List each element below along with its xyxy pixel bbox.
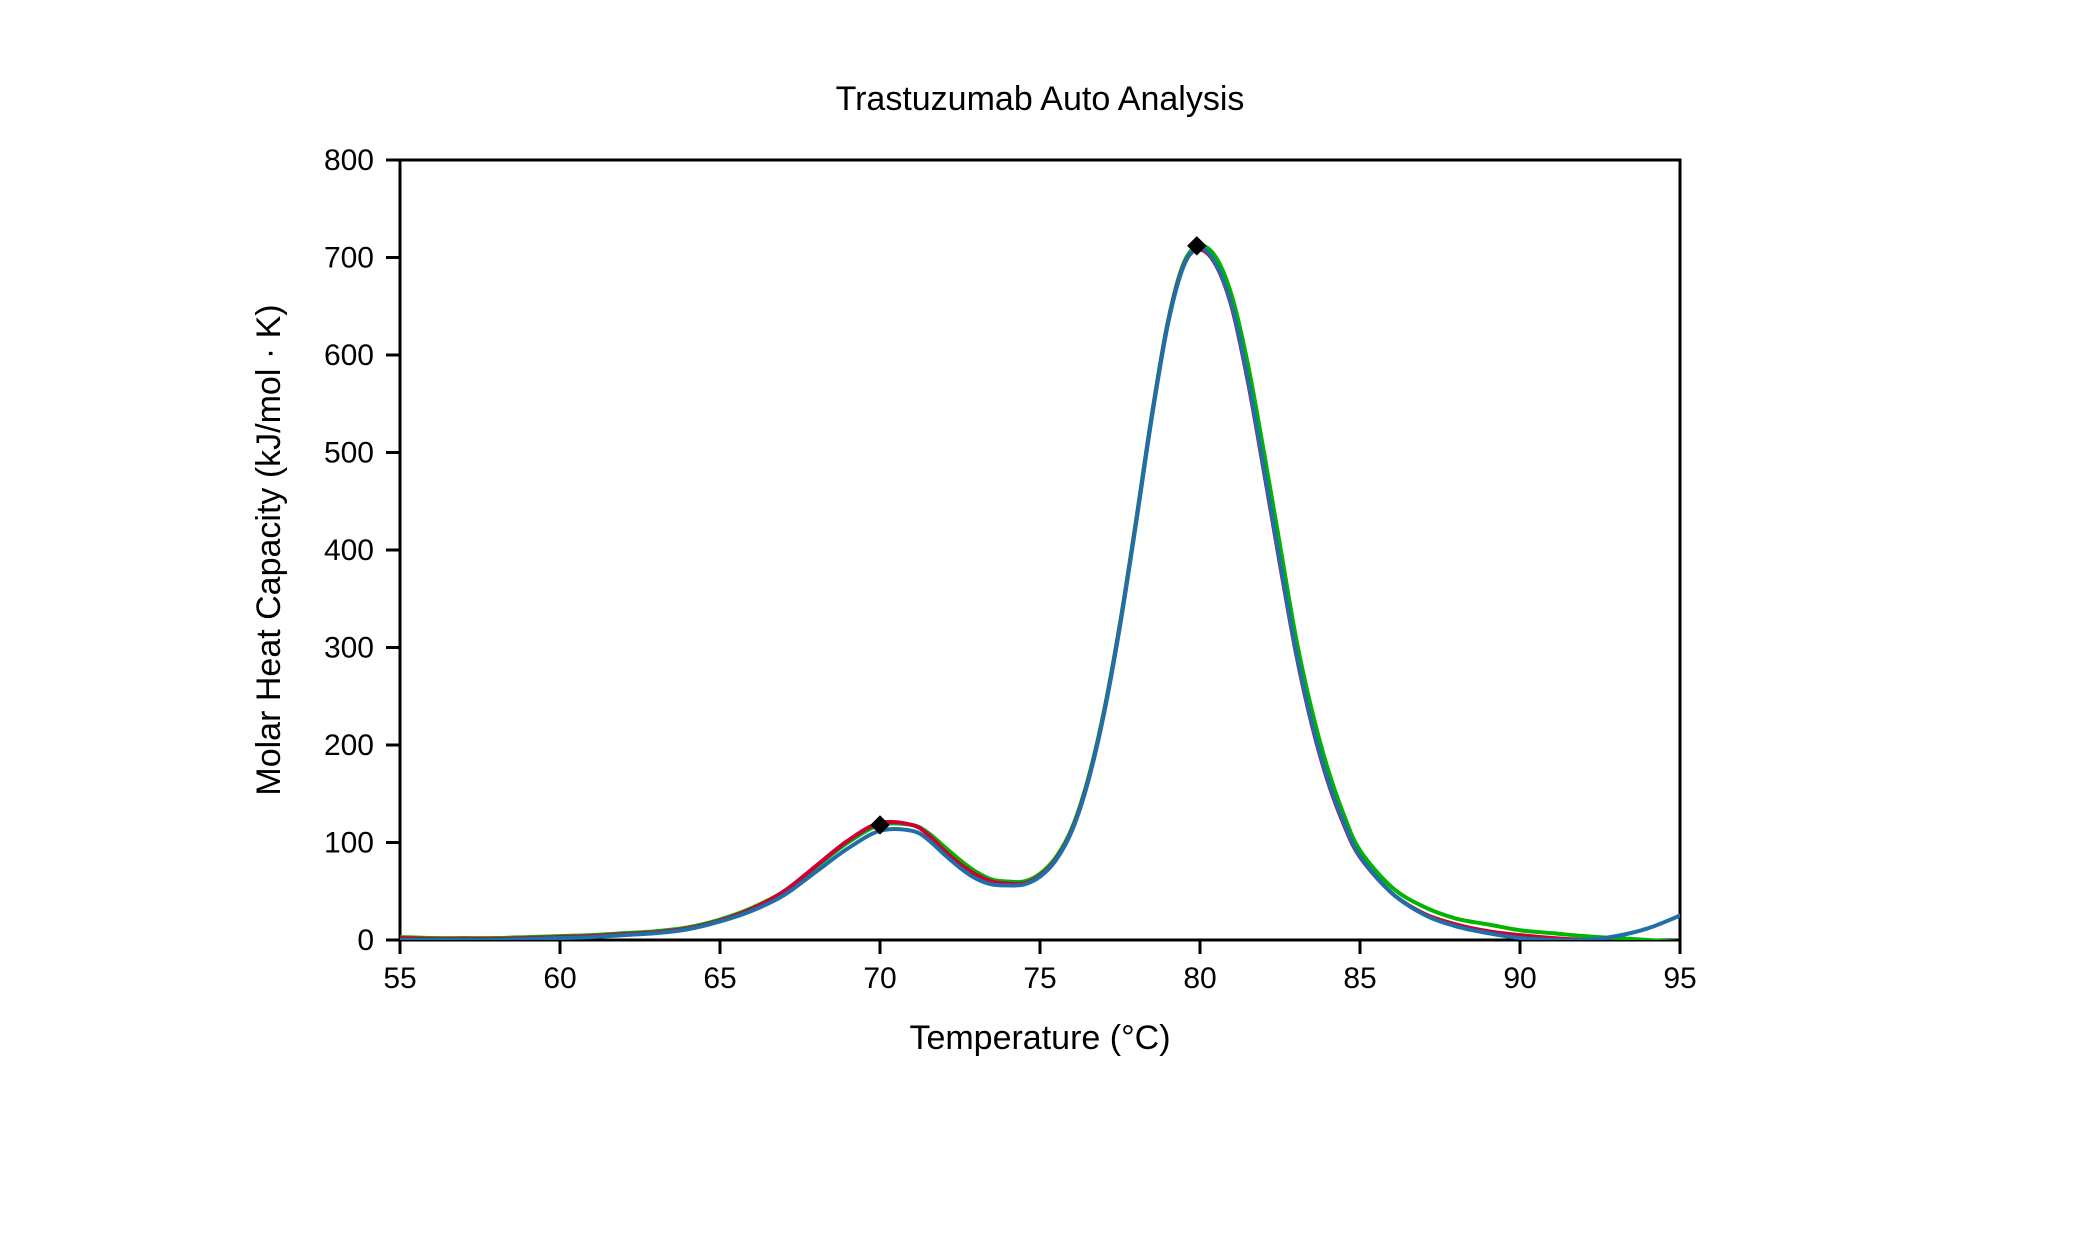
- chart-background: [0, 0, 2084, 1250]
- y-tick-label: 200: [324, 729, 374, 762]
- x-tick-label: 90: [1503, 962, 1536, 995]
- dsc-thermogram-chart: Trastuzumab Auto Analysis 55 60 65 70 75 80 85 9…: [0, 0, 2084, 1250]
- y-tick-label: 500: [324, 437, 374, 470]
- y-tick-label: 800: [324, 144, 374, 177]
- x-tick-label: 80: [1183, 962, 1216, 995]
- chart-title: Trastuzumab Auto Analysis: [836, 80, 1245, 118]
- y-tick-label: 100: [324, 827, 374, 860]
- x-tick-label: 95: [1663, 962, 1696, 995]
- x-tick-label: 75: [1023, 962, 1056, 995]
- y-tick-label: 400: [324, 534, 374, 567]
- y-tick-label: 700: [324, 242, 374, 275]
- x-tick-label: 85: [1343, 962, 1376, 995]
- y-tick-label: 300: [324, 632, 374, 665]
- y-axis-title: Molar Heat Capacity (kJ/mol · K): [250, 304, 288, 795]
- x-tick-label: 65: [703, 962, 736, 995]
- y-tick-label: 0: [357, 924, 374, 957]
- chart-container: Trastuzumab Auto Analysis 55 60 65 70 75 80 85 9…: [0, 0, 2084, 1250]
- x-axis-title: Temperature (°C): [909, 1019, 1170, 1057]
- x-tick-label: 60: [543, 962, 576, 995]
- x-tick-label: 70: [863, 962, 896, 995]
- y-tick-label: 600: [324, 339, 374, 372]
- x-tick-label: 55: [383, 962, 416, 995]
